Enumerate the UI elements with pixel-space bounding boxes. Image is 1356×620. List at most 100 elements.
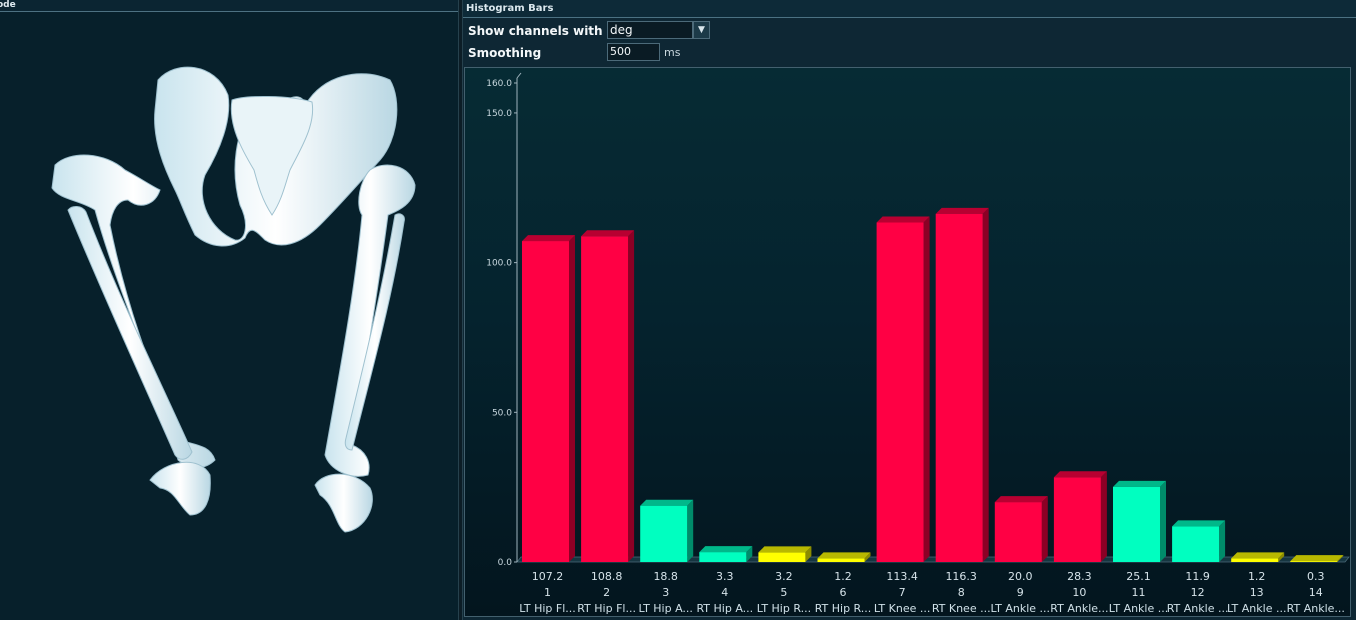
bar-side <box>1100 471 1107 562</box>
bar-side <box>746 546 753 562</box>
bar-category-label: RT Ankle... <box>1287 602 1345 615</box>
y-tick-label: 0.0 <box>498 558 513 568</box>
bar-index-label: 13 <box>1250 586 1264 599</box>
bar-index-label: 1 <box>544 586 551 599</box>
model-view-title-bar: ode <box>0 0 458 12</box>
bar-category-label: RT Knee ... <box>932 602 991 615</box>
bar-category-label: LT Hip A... <box>638 602 692 615</box>
bar-side <box>687 499 694 562</box>
panel-splitter[interactable] <box>458 0 463 620</box>
bar-top <box>994 496 1048 503</box>
bar-value-label: 3.2 <box>775 570 793 583</box>
bar-value-label: 3.3 <box>716 570 734 583</box>
bar <box>522 241 569 562</box>
y-tick-label: 150.0 <box>486 109 512 119</box>
bar-top <box>522 235 575 242</box>
bar-value-label: 11.9 <box>1185 570 1210 583</box>
bar-side <box>1278 552 1285 562</box>
bar-category-label: RT Hip Fl... <box>577 602 636 615</box>
bar-index-label: 12 <box>1191 586 1205 599</box>
model-view-title: ode <box>0 0 16 10</box>
bar-category-label: LT Hip Fl... <box>519 602 576 615</box>
bar-top <box>758 546 812 553</box>
bar-value-label: 1.2 <box>834 570 852 583</box>
bar-side <box>1219 520 1226 562</box>
bar-top <box>1290 555 1344 562</box>
bar-index-label: 14 <box>1309 586 1323 599</box>
smoothing-input[interactable]: 500 <box>607 43 660 61</box>
bar-top <box>1231 552 1285 559</box>
bar-category-label: RT Ankle ... <box>1167 602 1229 615</box>
bar-top <box>817 552 871 559</box>
bar-index-label: 7 <box>899 586 906 599</box>
bar-value-label: 107.2 <box>532 570 564 583</box>
bar-index-label: 3 <box>662 586 669 599</box>
histogram-chart: 160.0 150.0 100.0 50.0 0.0 107.2 1 LT Hip Fl...… <box>464 67 1351 617</box>
bar-top <box>935 207 989 214</box>
bar-index-label: 9 <box>1017 586 1024 599</box>
bar-top <box>640 499 694 506</box>
bar-side <box>628 230 635 562</box>
bar <box>994 502 1042 562</box>
bar-category-label: LT Ankle ... <box>1109 602 1169 615</box>
bar-category-label: RT Ankle... <box>1050 602 1108 615</box>
bar-value-label: 28.3 <box>1067 570 1092 583</box>
histogram-chart-svg: 160.0 150.0 100.0 50.0 0.0 107.2 1 LT Hip Fl...… <box>486 72 1350 615</box>
histogram-title: Histogram Bars <box>466 3 554 14</box>
bar-side <box>923 216 930 563</box>
skeleton-model[interactable] <box>0 0 458 620</box>
bar-side <box>864 552 871 562</box>
units-select[interactable]: deg <box>607 21 693 39</box>
bar-value-label: 116.3 <box>945 570 977 583</box>
bar-category-label: LT Hip R... <box>757 602 811 615</box>
bar <box>1113 486 1160 562</box>
bar-top <box>1113 480 1166 487</box>
bar <box>876 222 924 563</box>
bar-index-label: 4 <box>721 586 728 599</box>
y-axis-depth <box>516 72 522 79</box>
bar-side <box>982 207 989 562</box>
bar-side <box>1160 480 1166 562</box>
bar <box>758 552 806 562</box>
bar-side <box>569 235 575 562</box>
bar-side <box>1337 555 1344 562</box>
bar <box>1053 477 1101 562</box>
histogram-title-bar: Histogram Bars <box>463 0 1356 18</box>
bar <box>817 558 865 562</box>
bar-index-label: 6 <box>840 586 847 599</box>
chevron-down-icon[interactable]: ▼ <box>693 21 710 39</box>
bar-value-label: 108.8 <box>591 570 623 583</box>
bar-index-label: 2 <box>603 586 610 599</box>
y-tick-label: 160.0 <box>486 79 512 89</box>
bar-category-label: LT Ankle ... <box>991 602 1051 615</box>
bar <box>1172 526 1220 562</box>
bar <box>640 505 688 562</box>
bar-top <box>699 546 753 553</box>
bar-value-label: 1.2 <box>1248 570 1266 583</box>
bar-side <box>1041 496 1048 562</box>
bar-category-label: RT Hip A... <box>696 602 753 615</box>
bar-value-label: 20.0 <box>1008 570 1033 583</box>
bar-value-label: 18.8 <box>653 570 678 583</box>
bar-category-label: LT Ankle ... <box>1227 602 1287 615</box>
bar-value-label: 25.1 <box>1126 570 1151 583</box>
bar-category-label: LT Knee ... <box>874 602 931 615</box>
bar-top <box>1053 471 1107 478</box>
y-tick-label: 50.0 <box>492 408 512 418</box>
model-view-panel[interactable]: ode <box>0 0 458 620</box>
bar-index-label: 5 <box>780 586 787 599</box>
bar-top <box>876 216 930 223</box>
bar-index-label: 10 <box>1072 586 1086 599</box>
bar <box>935 213 983 562</box>
bar <box>1231 558 1279 562</box>
units-label: Show channels with units <box>468 24 641 38</box>
bar-top <box>1172 520 1226 527</box>
bar <box>581 236 629 562</box>
bar-index-label: 11 <box>1132 586 1146 599</box>
bar-category-label: RT Hip R... <box>815 602 872 615</box>
smoothing-unit: ms <box>664 46 681 59</box>
bar-value-label: 0.3 <box>1307 570 1325 583</box>
bar <box>1290 561 1338 562</box>
bar-top <box>581 230 635 237</box>
bar-side <box>805 546 812 562</box>
